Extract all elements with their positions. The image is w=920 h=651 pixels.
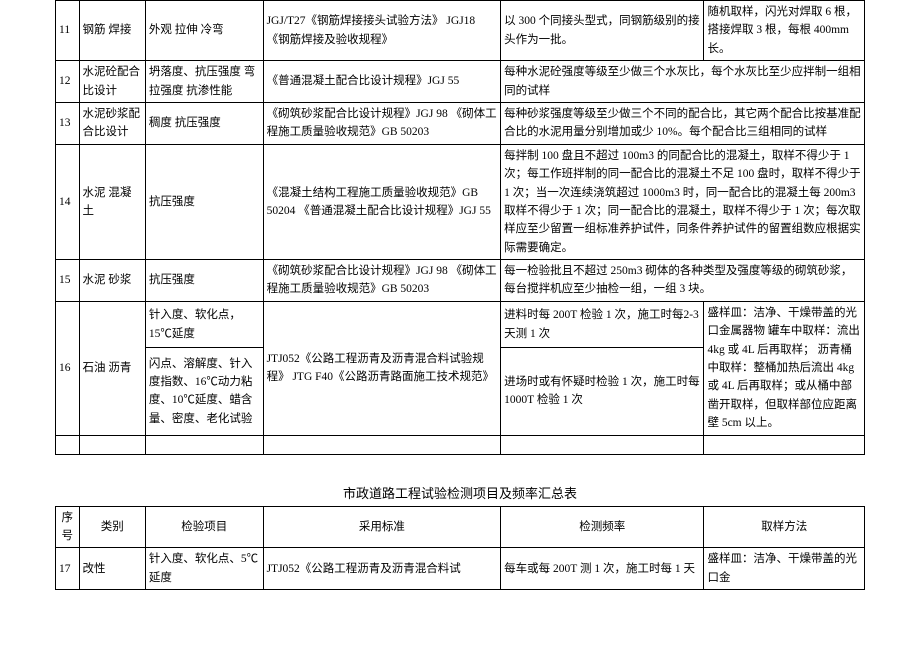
cell-item: 针入度、软化点，15℃延度 bbox=[145, 301, 263, 347]
cell-num: 15 bbox=[56, 260, 80, 302]
cell-freq: 每拌制 100 盘且不超过 100m3 的同配合比的混凝土，取样不得少于 1 次… bbox=[501, 144, 865, 259]
cell-cat: 水泥 砂浆 bbox=[79, 260, 145, 302]
table-row: 11 钢筋 焊接 外观 拉伸 冷弯 JGJ/T27《钢筋焊接接头试验方法》 JG… bbox=[56, 1, 865, 61]
cell-freq: 进料时每 200T 检验 1 次，施工时每2-3 天测 1 次 bbox=[501, 301, 704, 347]
cell-std: 《混凝土结构工程施工质量验收规范》GB 50204 《普通混凝土配合比设计规程》… bbox=[263, 144, 501, 259]
cell-num: 11 bbox=[56, 1, 80, 61]
cell-freq: 每车或每 200T 测 1 次，施工时每 1 天 bbox=[501, 548, 704, 590]
header-freq: 检测频率 bbox=[501, 506, 704, 548]
table-row: 17 改性 针入度、软化点、5℃延度 JTJ052《公路工程沥青及沥青混合料试 … bbox=[56, 548, 865, 590]
header-std: 采用标准 bbox=[263, 506, 501, 548]
cell-item: 抗压强度 bbox=[145, 144, 263, 259]
cell-samp: 盛样皿：洁净、干燥带盖的光口金 bbox=[704, 548, 865, 590]
cell-item: 针入度、软化点、5℃延度 bbox=[145, 548, 263, 590]
table-header-row: 序号 类别 检验项目 采用标准 检测频率 取样方法 bbox=[56, 506, 865, 548]
cell-std: JTJ052《公路工程沥青及沥青混合料试验规程》 JTG F40《公路沥青路面施… bbox=[263, 301, 501, 435]
table-row: 15 水泥 砂浆 抗压强度 《砌筑砂浆配合比设计规程》JGJ 98 《砌体工程施… bbox=[56, 260, 865, 302]
table-row: 16 石油 沥青 针入度、软化点，15℃延度 JTJ052《公路工程沥青及沥青混… bbox=[56, 301, 865, 347]
table-title: 市政道路工程试验检测项目及频率汇总表 bbox=[55, 483, 865, 502]
cell-samp: 随机取样，闪光对焊取 6 根，搭接焊取 3 根，每根 400mm 长。 bbox=[704, 1, 865, 61]
cell-std: JGJ/T27《钢筋焊接接头试验方法》 JGJ18《钢筋焊接及验收规程》 bbox=[263, 1, 501, 61]
cell-cat: 石油 沥青 bbox=[79, 301, 145, 435]
cell-item: 稠度 抗压强度 bbox=[145, 102, 263, 144]
header-item: 检验项目 bbox=[145, 506, 263, 548]
header-samp: 取样方法 bbox=[704, 506, 865, 548]
cell-freq: 每一检验批且不超过 250m3 砌体的各种类型及强度等级的砌筑砂浆，每台搅拌机应… bbox=[501, 260, 865, 302]
cell-samp: 盛样皿：洁净、干燥带盖的光口金属器物 罐车中取样：流出 4kg 或 4L 后再取… bbox=[704, 301, 865, 435]
cell-item: 坍落度、抗压强度 弯拉强度 抗渗性能 bbox=[145, 61, 263, 103]
table-row: 12 水泥砼配合比设计 坍落度、抗压强度 弯拉强度 抗渗性能 《普通混凝土配合比… bbox=[56, 61, 865, 103]
cell-freq: 进场时或有怀疑时检验 1 次，施工时每 1000T 检验 1 次 bbox=[501, 348, 704, 435]
cell-std: JTJ052《公路工程沥青及沥青混合料试 bbox=[263, 548, 501, 590]
cell-num: 13 bbox=[56, 102, 80, 144]
table-row: 14 水泥 混凝土 抗压强度 《混凝土结构工程施工质量验收规范》GB 50204… bbox=[56, 144, 865, 259]
cell-freq: 以 300 个同接头型式，同钢筋级别的接头作为一批。 bbox=[501, 1, 704, 61]
header-num: 序号 bbox=[56, 506, 80, 548]
cell-item: 闪点、溶解度、针入度指数、16℃动力粘度、10℃延度、蜡含量、密度、老化试验 bbox=[145, 348, 263, 435]
cell-std: 《普通混凝土配合比设计规程》JGJ 55 bbox=[263, 61, 501, 103]
cell-cat: 改性 bbox=[79, 548, 145, 590]
cell-num: 12 bbox=[56, 61, 80, 103]
cell-std: 《砌筑砂浆配合比设计规程》JGJ 98 《砌体工程施工质量验收规范》GB 502… bbox=[263, 102, 501, 144]
cell-cat: 水泥 混凝土 bbox=[79, 144, 145, 259]
cell-cat: 水泥砼配合比设计 bbox=[79, 61, 145, 103]
cell-num: 17 bbox=[56, 548, 80, 590]
cell-freq: 每种水泥砼强度等级至少做三个水灰比，每个水灰比至少应拌制一组相同的试样 bbox=[501, 61, 865, 103]
cell-freq: 每种砂浆强度等级至少做三个不同的配合比，其它两个配合比按基准配合比的水泥用量分别… bbox=[501, 102, 865, 144]
cell-item: 外观 拉伸 冷弯 bbox=[145, 1, 263, 61]
table-row: 13 水泥砂浆配合比设计 稠度 抗压强度 《砌筑砂浆配合比设计规程》JGJ 98… bbox=[56, 102, 865, 144]
table-row-empty bbox=[56, 435, 865, 454]
spec-table-upper: 11 钢筋 焊接 外观 拉伸 冷弯 JGJ/T27《钢筋焊接接头试验方法》 JG… bbox=[55, 0, 865, 455]
cell-cat: 钢筋 焊接 bbox=[79, 1, 145, 61]
header-cat: 类别 bbox=[79, 506, 145, 548]
cell-num: 16 bbox=[56, 301, 80, 435]
cell-std: 《砌筑砂浆配合比设计规程》JGJ 98 《砌体工程施工质量验收规范》GB 502… bbox=[263, 260, 501, 302]
cell-cat: 水泥砂浆配合比设计 bbox=[79, 102, 145, 144]
cell-item: 抗压强度 bbox=[145, 260, 263, 302]
spec-table-lower: 序号 类别 检验项目 采用标准 检测频率 取样方法 17 改性 针入度、软化点、… bbox=[55, 506, 865, 591]
cell-num: 14 bbox=[56, 144, 80, 259]
